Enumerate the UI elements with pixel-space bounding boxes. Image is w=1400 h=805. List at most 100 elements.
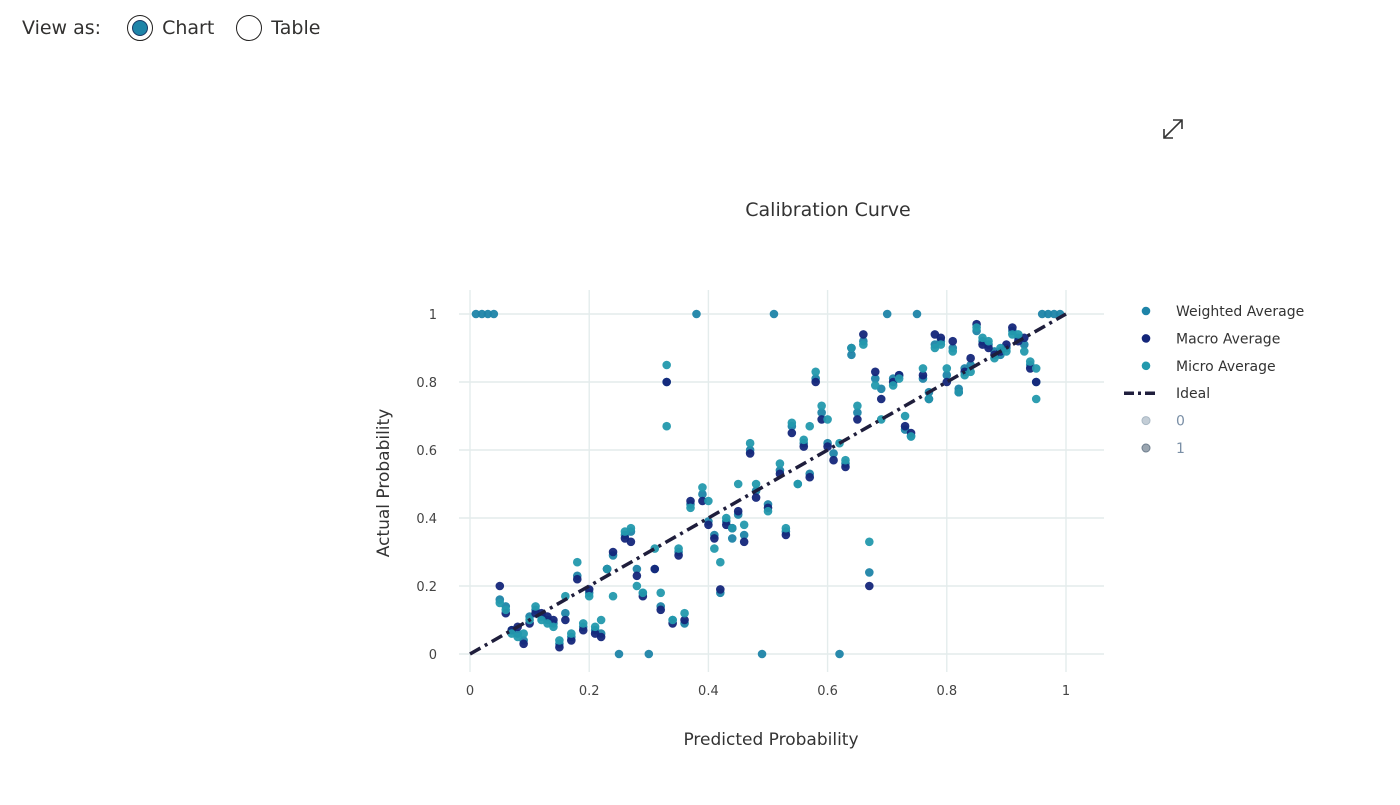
- point-micro-average[interactable]: [841, 455, 850, 465]
- point-weighted-average[interactable]: [483, 309, 493, 319]
- point-weighted-average[interactable]: [692, 309, 701, 319]
- point-weighted-average[interactable]: [477, 309, 487, 319]
- point-macro-average[interactable]: [817, 415, 826, 424]
- point-weighted-average[interactable]: [489, 309, 499, 319]
- point-micro-average[interactable]: [721, 513, 731, 523]
- point-weighted-average[interactable]: [865, 568, 874, 577]
- point-weighted-average[interactable]: [853, 408, 862, 417]
- point-micro-average[interactable]: [578, 619, 588, 628]
- legend-item-micro-average[interactable]: Micro Average: [1141, 359, 1276, 375]
- point-micro-average[interactable]: [1019, 347, 1029, 356]
- point-micro-average[interactable]: [1014, 330, 1023, 339]
- point-micro-average[interactable]: [936, 340, 946, 349]
- point-micro-average[interactable]: [698, 483, 707, 492]
- point-micro-average[interactable]: [954, 387, 964, 397]
- point-macro-average[interactable]: [608, 547, 618, 557]
- radio-chart-circle[interactable]: [127, 15, 154, 41]
- point-weighted-average[interactable]: [870, 374, 880, 383]
- point-micro-average[interactable]: [608, 591, 618, 601]
- point-macro-average[interactable]: [1031, 377, 1041, 387]
- point-weighted-average[interactable]: [912, 309, 922, 319]
- point-micro-average[interactable]: [805, 421, 815, 431]
- point-weighted-average[interactable]: [698, 489, 707, 499]
- point-macro-average[interactable]: [495, 581, 505, 591]
- point-macro-average[interactable]: [650, 564, 660, 574]
- legend-item-weighted-average[interactable]: Weighted Average: [1141, 304, 1305, 320]
- radio-chart-label[interactable]: Chart: [162, 17, 215, 39]
- point-macro-average[interactable]: [799, 442, 809, 451]
- point-weighted-average[interactable]: [835, 649, 844, 659]
- point-macro-average[interactable]: [876, 394, 886, 404]
- point-macro-average[interactable]: [578, 625, 588, 635]
- point-micro-average[interactable]: [1031, 364, 1041, 373]
- point-weighted-average[interactable]: [882, 309, 892, 319]
- legend-item-ideal[interactable]: Ideal: [1124, 386, 1210, 402]
- point-macro-average[interactable]: [674, 551, 683, 560]
- point-weighted-average[interactable]: [757, 649, 767, 659]
- point-micro-average[interactable]: [888, 381, 898, 390]
- point-micro-average[interactable]: [626, 523, 636, 533]
- point-weighted-average[interactable]: [847, 350, 856, 360]
- point-micro-average[interactable]: [811, 367, 820, 377]
- point-macro-average[interactable]: [561, 615, 570, 625]
- point-macro-average[interactable]: [686, 496, 695, 506]
- point-micro-average[interactable]: [942, 364, 952, 373]
- expand-button[interactable]: [1158, 114, 1188, 144]
- point-weighted-average[interactable]: [942, 370, 952, 380]
- point-macro-average[interactable]: [1025, 364, 1035, 373]
- point-micro-average[interactable]: [751, 479, 761, 489]
- point-macro-average[interactable]: [710, 534, 719, 543]
- point-weighted-average[interactable]: [561, 608, 570, 618]
- legend[interactable]: Weighted Average Macro Average Micro Avera…: [1124, 304, 1304, 457]
- radio-table[interactable]: Table: [236, 15, 320, 41]
- point-macro-average[interactable]: [567, 636, 576, 645]
- point-micro-average[interactable]: [704, 496, 713, 506]
- point-micro-average[interactable]: [894, 374, 904, 383]
- point-micro-average[interactable]: [972, 323, 981, 332]
- point-micro-average[interactable]: [567, 629, 576, 638]
- point-micro-average[interactable]: [596, 615, 606, 625]
- point-micro-average[interactable]: [900, 411, 910, 421]
- point-micro-average[interactable]: [817, 401, 826, 411]
- point-micro-average[interactable]: [847, 343, 856, 353]
- point-micro-average[interactable]: [561, 591, 570, 601]
- point-micro-average[interactable]: [680, 608, 689, 618]
- point-macro-average[interactable]: [680, 615, 689, 625]
- point-macro-average[interactable]: [805, 472, 815, 482]
- point-micro-average[interactable]: [793, 479, 803, 489]
- point-macro-average[interactable]: [859, 330, 868, 339]
- point-macro-average[interactable]: [632, 571, 642, 581]
- point-macro-average[interactable]: [1008, 323, 1017, 332]
- legend-item-macro-average[interactable]: Macro Average: [1141, 331, 1281, 347]
- point-micro-average[interactable]: [584, 591, 594, 601]
- point-weighted-average[interactable]: [769, 309, 779, 319]
- point-macro-average[interactable]: [704, 520, 713, 530]
- point-macro-average[interactable]: [751, 493, 761, 502]
- point-micro-average[interactable]: [781, 523, 791, 533]
- point-macro-average[interactable]: [936, 333, 946, 343]
- point-micro-average[interactable]: [519, 629, 528, 638]
- point-macro-average[interactable]: [596, 632, 606, 642]
- point-micro-average[interactable]: [984, 336, 993, 346]
- point-weighted-average[interactable]: [644, 649, 654, 659]
- point-macro-average[interactable]: [900, 421, 910, 431]
- point-micro-average[interactable]: [853, 401, 862, 411]
- point-macro-average[interactable]: [745, 449, 755, 458]
- point-micro-average[interactable]: [531, 602, 540, 611]
- point-macro-average[interactable]: [829, 455, 838, 465]
- point-macro-average[interactable]: [984, 343, 993, 353]
- point-weighted-average[interactable]: [1049, 309, 1059, 319]
- point-micro-average[interactable]: [572, 557, 582, 567]
- point-macro-average[interactable]: [555, 642, 564, 652]
- point-micro-average[interactable]: [924, 394, 934, 404]
- point-macro-average[interactable]: [853, 415, 862, 424]
- point-macro-average[interactable]: [781, 530, 791, 540]
- point-micro-average[interactable]: [1025, 357, 1035, 366]
- point-macro-average[interactable]: [948, 336, 958, 346]
- point-weighted-average[interactable]: [829, 449, 838, 458]
- point-micro-average[interactable]: [662, 360, 671, 370]
- radio-table-label[interactable]: Table: [271, 17, 321, 39]
- point-micro-average[interactable]: [918, 364, 928, 373]
- point-micro-average[interactable]: [799, 435, 809, 445]
- point-micro-average[interactable]: [686, 503, 695, 513]
